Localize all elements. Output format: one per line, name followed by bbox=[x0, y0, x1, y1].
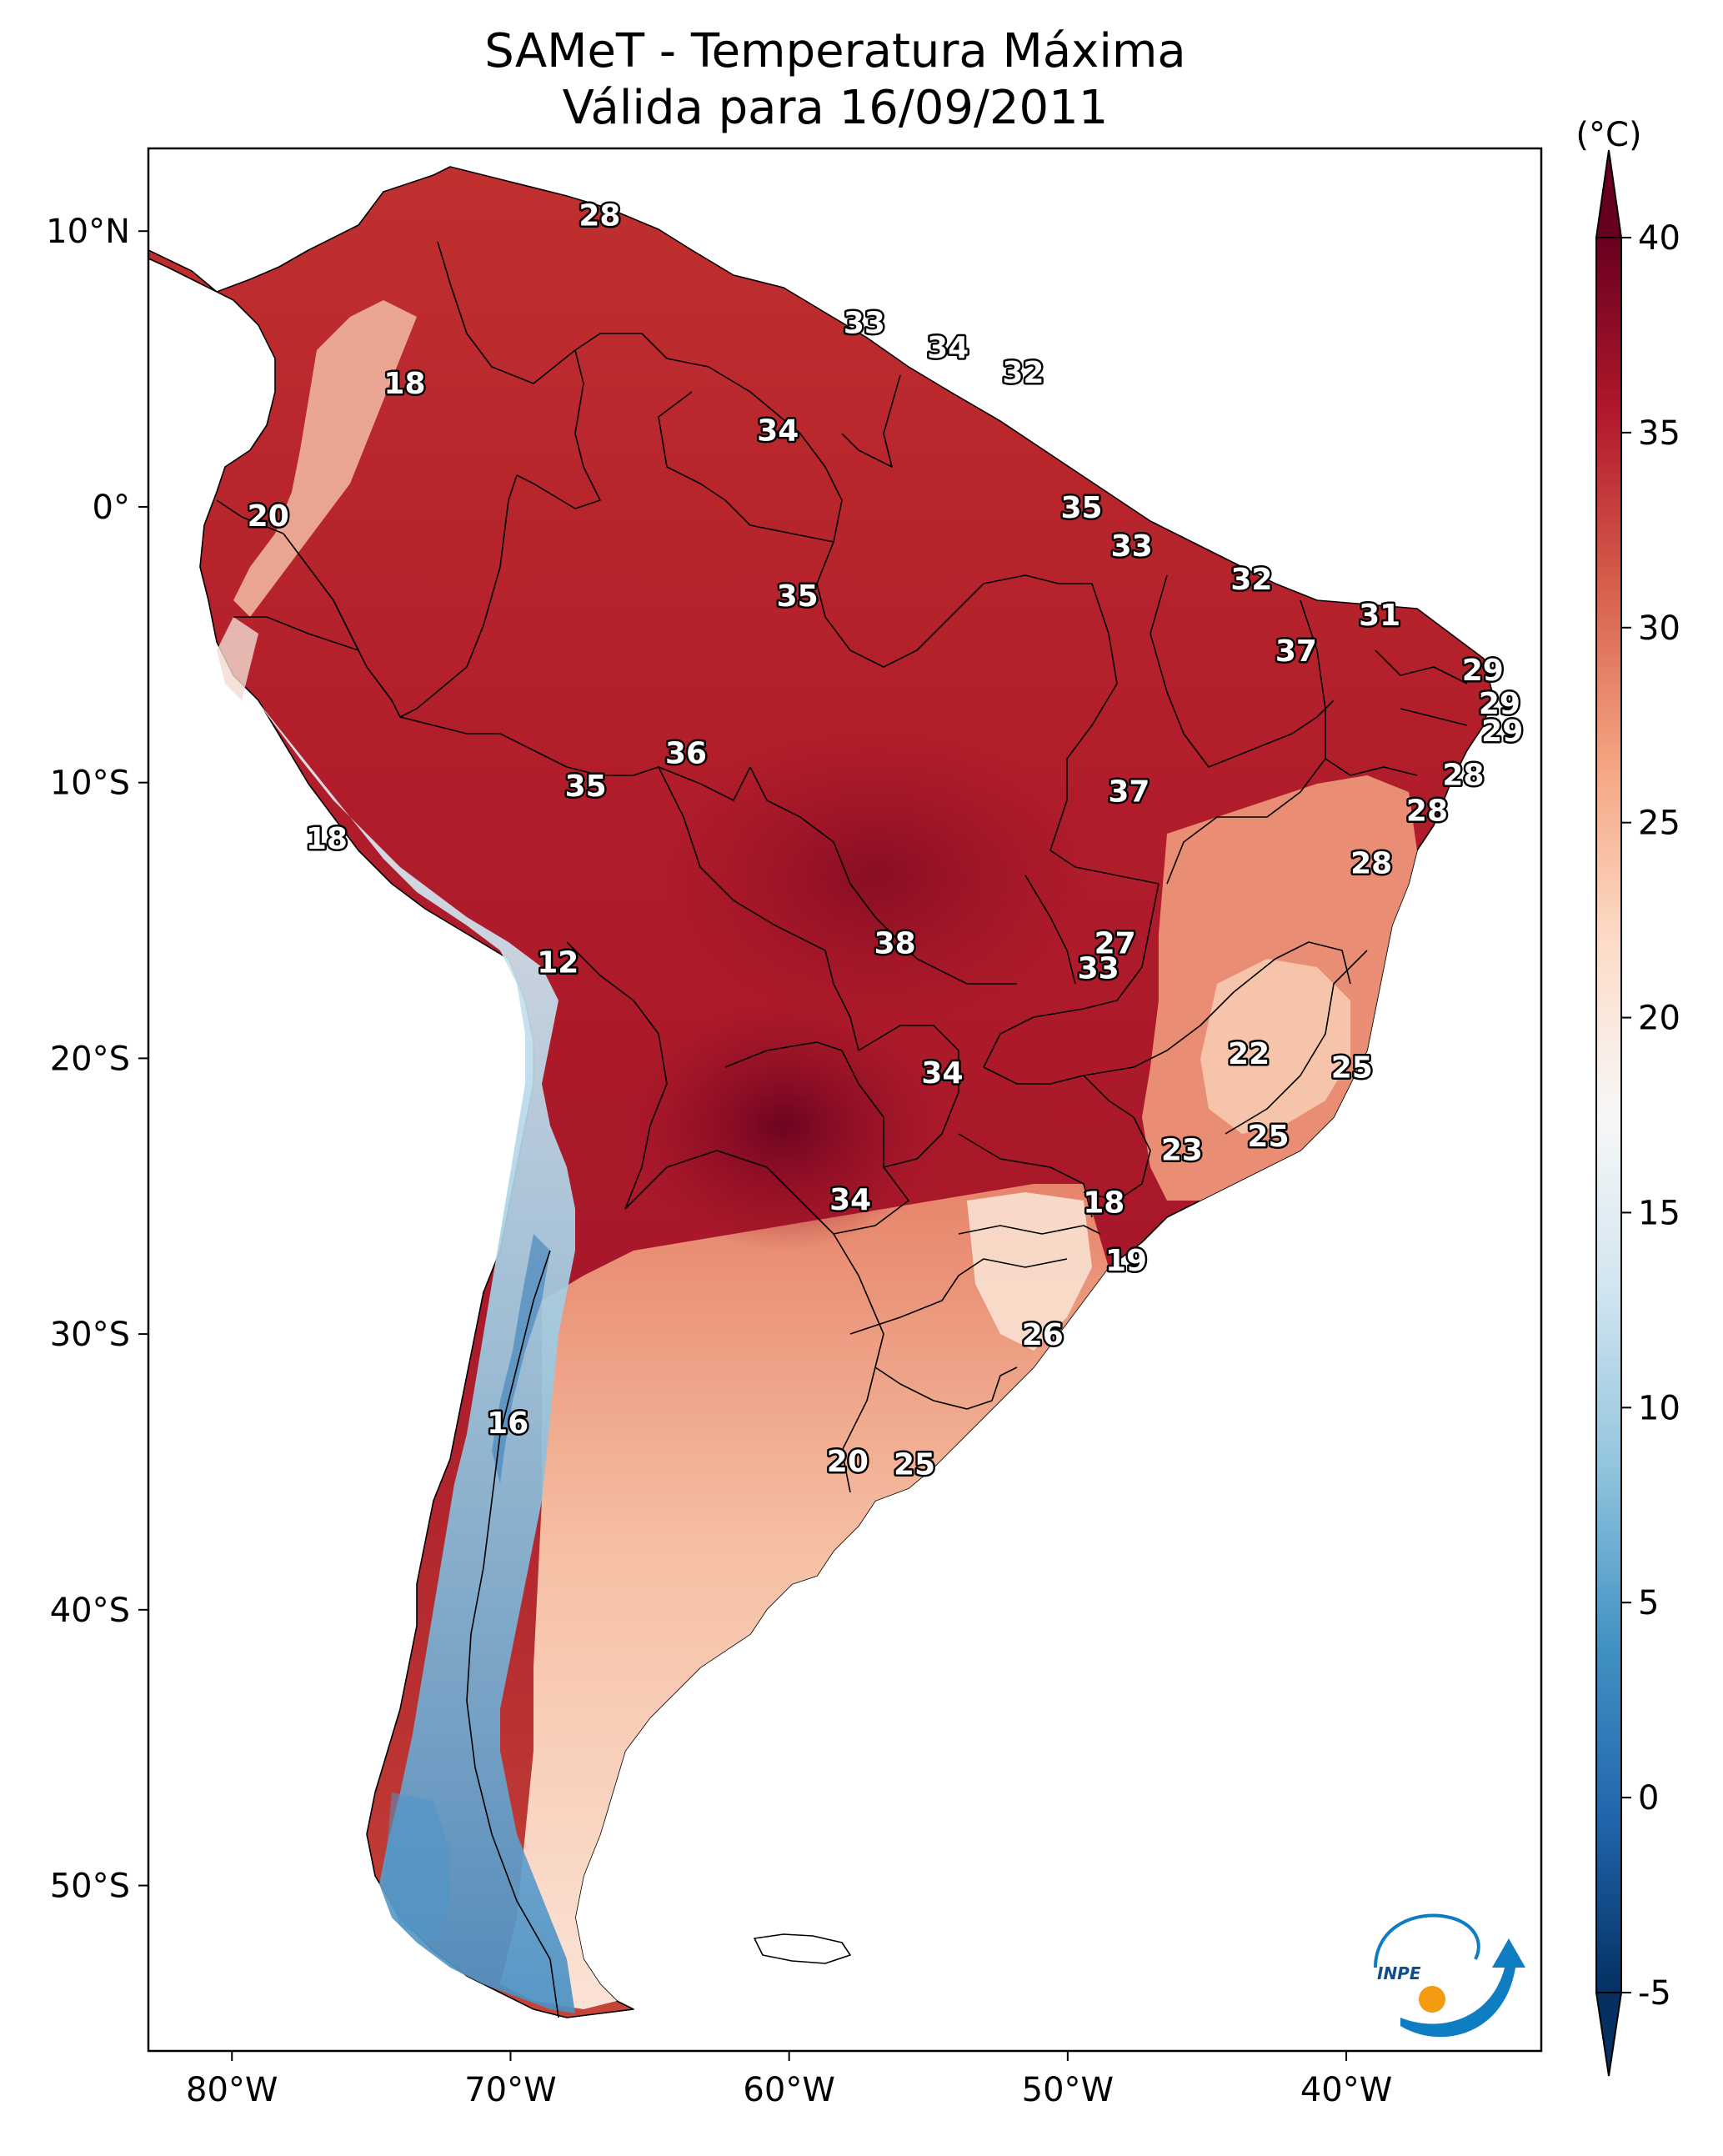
temperature-label: 34 bbox=[829, 1183, 871, 1217]
patagonia-cold bbox=[383, 1792, 450, 1943]
map-title-line1: SAMeT - Temperatura Máxima bbox=[484, 24, 1186, 78]
y-tick-label: 50°S bbox=[50, 1868, 130, 1906]
temperature-label: 22 bbox=[1228, 1037, 1270, 1071]
temperature-label: 19 bbox=[1105, 1244, 1147, 1278]
temperature-label: 29 bbox=[1481, 714, 1523, 749]
colorbar-tick-label: 20 bbox=[1638, 1000, 1680, 1038]
temperature-label: 18 bbox=[306, 822, 348, 856]
x-tick-label: 50°W bbox=[1022, 2071, 1114, 2109]
southern-cool-region bbox=[500, 1184, 1109, 2009]
colorbar-tick-label: 15 bbox=[1638, 1194, 1680, 1232]
logo-text: INPE bbox=[1377, 1963, 1421, 1983]
colorbar-tick-label: 40 bbox=[1638, 219, 1680, 258]
x-tick-label: 40°W bbox=[1300, 2071, 1392, 2109]
temperature-label: 37 bbox=[1108, 775, 1150, 810]
falkland-islands bbox=[754, 1933, 851, 1964]
y-axis-ticks: 10°N 0° 10°S 20°S 30°S 40°S 50°S bbox=[46, 213, 148, 1906]
temperature-label: 34 bbox=[757, 414, 799, 448]
y-tick-label: 30°S bbox=[50, 1316, 130, 1354]
colorbar-tick-label: 25 bbox=[1638, 805, 1680, 843]
temperature-label: 33 bbox=[1078, 951, 1119, 985]
logo-swoosh bbox=[1374, 1913, 1480, 1968]
colorbar-ticks: 40 35 30 25 20 15 10 5 0 -5 bbox=[1621, 219, 1680, 2013]
southeast-brazil-cool bbox=[1200, 959, 1350, 1134]
ecuador-andes bbox=[217, 617, 258, 700]
y-tick-label: 0° bbox=[93, 489, 130, 527]
colorbar-top-extend bbox=[1595, 149, 1623, 238]
x-tick-label: 70°W bbox=[464, 2071, 556, 2109]
temperature-label: 34 bbox=[927, 331, 969, 365]
hot-core-central bbox=[659, 725, 1092, 1025]
colorbar: (°C) 40 35 30 25 20 15 10 5 0 -5 bbox=[1575, 116, 1680, 2077]
temperature-label: 35 bbox=[1061, 491, 1103, 525]
temperature-label: 20 bbox=[827, 1445, 869, 1479]
y-tick-label: 10°S bbox=[50, 765, 130, 803]
map-title-line2: Válida para 16/09/2011 bbox=[563, 81, 1109, 135]
temperature-label: 37 bbox=[1275, 634, 1317, 669]
colorbar-tick-label: 30 bbox=[1638, 609, 1680, 648]
temperature-label: 38 bbox=[874, 926, 916, 960]
y-tick-label: 40°S bbox=[50, 1592, 130, 1630]
temperature-label: 31 bbox=[1359, 599, 1400, 633]
temperature-label: 29 bbox=[1479, 687, 1520, 721]
colorbar-tick-label: 10 bbox=[1638, 1389, 1680, 1427]
hot-core-chaco bbox=[625, 1000, 942, 1251]
temperature-label: 35 bbox=[565, 770, 607, 804]
temperature-label: 33 bbox=[1111, 529, 1153, 564]
temperature-label: 28 bbox=[1350, 847, 1392, 881]
x-tick-label: 60°W bbox=[743, 2071, 834, 2109]
temperature-label: 29 bbox=[1462, 654, 1504, 688]
colorbar-tick-label: 0 bbox=[1638, 1779, 1659, 1818]
country-borders bbox=[216, 241, 1468, 2018]
y-tick-label: 10°N bbox=[46, 213, 130, 251]
south-brazil-cool bbox=[967, 1192, 1092, 1351]
temperature-label: 35 bbox=[777, 579, 819, 614]
map-frame bbox=[147, 147, 1543, 2053]
colorbar-tick-label: 35 bbox=[1638, 414, 1680, 453]
x-tick-label: 80°W bbox=[186, 2071, 278, 2109]
temperature-label: 20 bbox=[248, 499, 289, 534]
temperature-label: 25 bbox=[1331, 1050, 1373, 1085]
temperature-label: 34 bbox=[921, 1056, 963, 1091]
temperature-field bbox=[148, 166, 1493, 2018]
colorbar-gradient bbox=[1595, 237, 1622, 1993]
logo-arrow bbox=[1400, 1938, 1525, 2038]
colorbar-tick-label: -5 bbox=[1638, 1974, 1671, 2013]
temperature-label: 36 bbox=[665, 736, 707, 770]
temperature-label: 32 bbox=[1230, 563, 1272, 597]
logo-dot bbox=[1419, 1986, 1445, 2013]
temperature-label: 16 bbox=[487, 1406, 528, 1441]
temperature-label: 33 bbox=[844, 306, 885, 340]
temperature-label: 26 bbox=[1022, 1318, 1064, 1352]
colorbar-unit: (°C) bbox=[1575, 116, 1641, 154]
temperature-label: 28 bbox=[1406, 795, 1448, 829]
colombia-andes bbox=[233, 300, 417, 617]
temperature-label: 12 bbox=[537, 946, 579, 980]
temperature-label: 27 bbox=[1094, 926, 1136, 960]
colorbar-tick-label: 5 bbox=[1638, 1584, 1659, 1622]
x-axis-ticks: 80°W 70°W 60°W 50°W 40°W bbox=[186, 2051, 1392, 2109]
andes-cold-strip bbox=[250, 692, 575, 2013]
y-tick-label: 20°S bbox=[50, 1040, 130, 1078]
temperature-label: 25 bbox=[1247, 1120, 1289, 1154]
temperature-label: 32 bbox=[1002, 356, 1044, 390]
colorbar-bottom-extend bbox=[1595, 1992, 1623, 2077]
temperature-label: 28 bbox=[1442, 759, 1484, 793]
temperature-label: 23 bbox=[1161, 1134, 1203, 1168]
temperature-label: 28 bbox=[579, 198, 620, 233]
temperature-label: 18 bbox=[383, 367, 425, 401]
temperature-label: 18 bbox=[1083, 1186, 1124, 1220]
temperature-label: 25 bbox=[894, 1448, 935, 1482]
inpe-logo: INPE bbox=[1374, 1913, 1525, 2038]
